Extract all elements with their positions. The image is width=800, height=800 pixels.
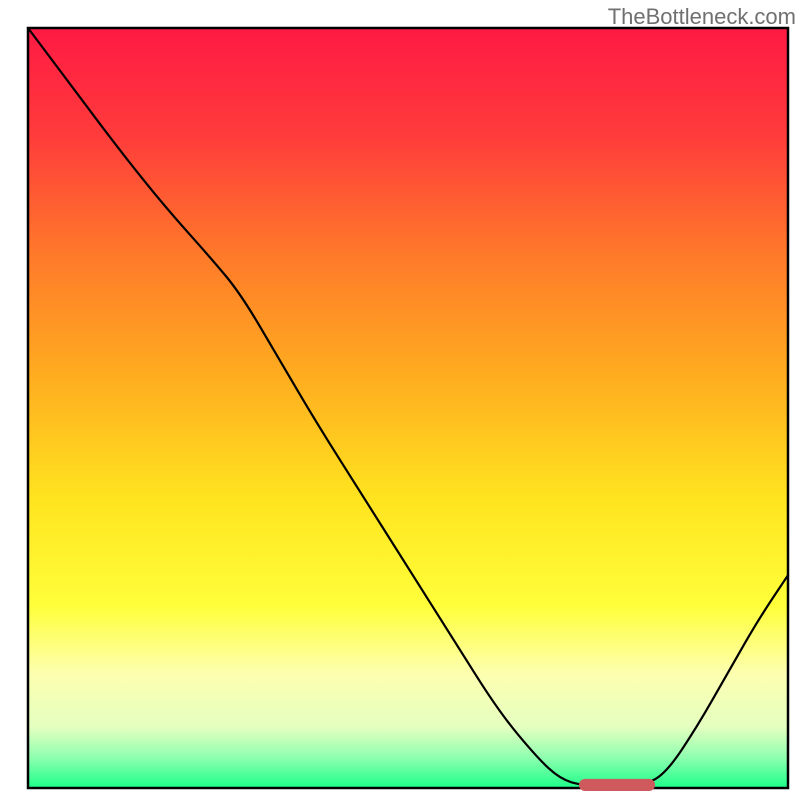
minimum-marker — [579, 779, 655, 791]
bottleneck-chart — [0, 0, 800, 800]
gradient-background — [28, 28, 788, 788]
chart-canvas: TheBottleneck.com — [0, 0, 800, 800]
watermark-text: TheBottleneck.com — [608, 4, 796, 30]
